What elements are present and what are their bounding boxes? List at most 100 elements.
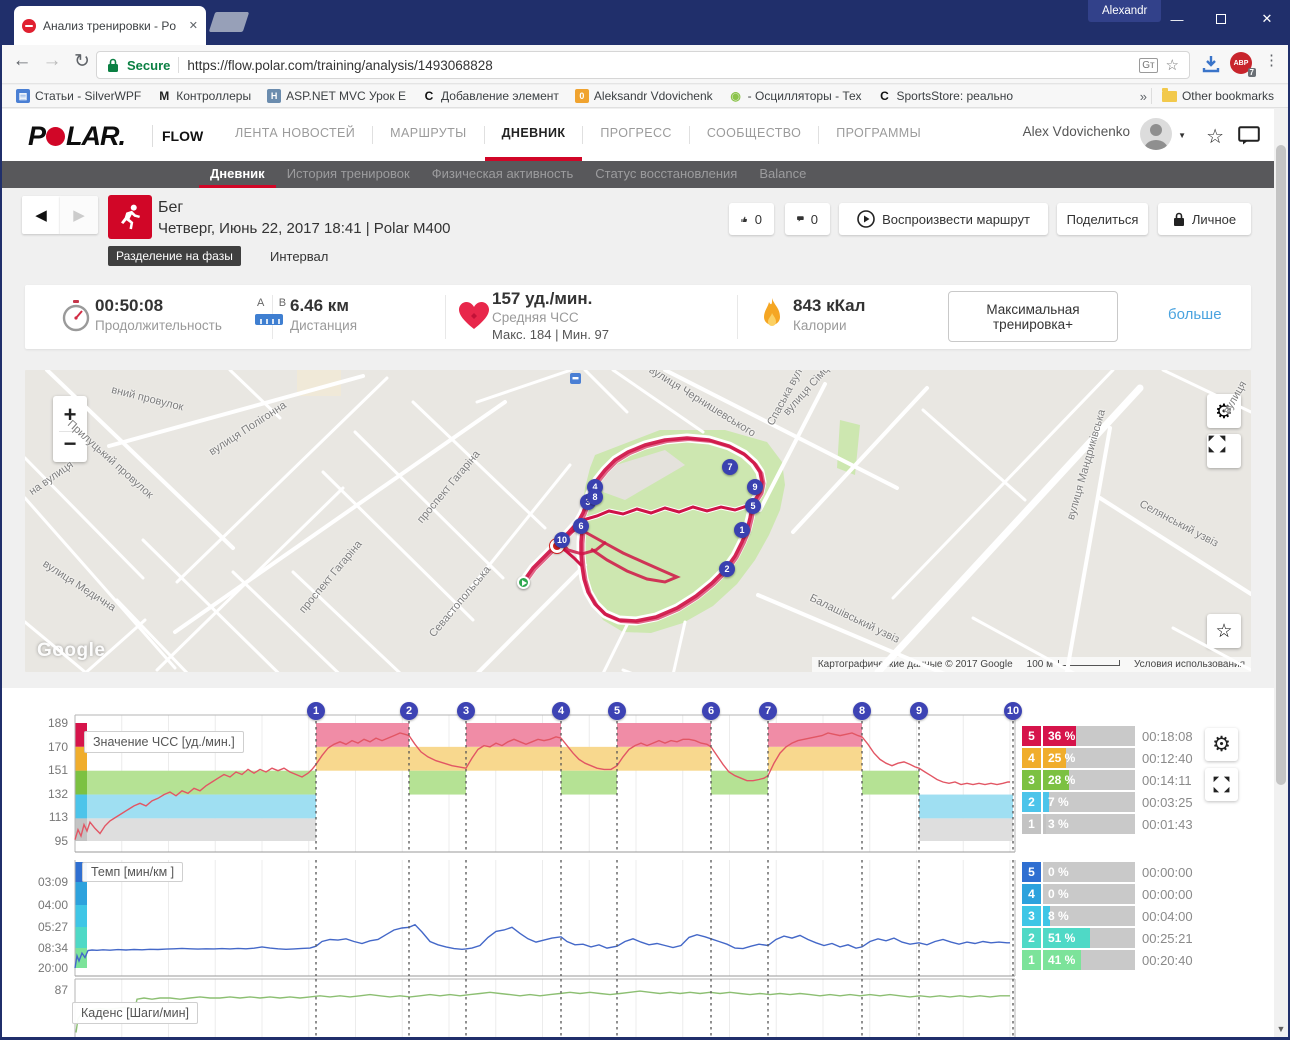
bookmark-item[interactable]: ▤ Статьи - SilverWPF <box>10 87 147 105</box>
zoom-in-button[interactable]: + <box>63 401 77 427</box>
hr-value: 157 уд./мин. <box>492 289 593 308</box>
avatar[interactable] <box>1140 118 1172 150</box>
route-map[interactable]: + − ⚙ ☆ Google Картографические данные ©… <box>25 370 1251 672</box>
more-link[interactable]: больше <box>1168 306 1222 323</box>
chrome-profile-badge[interactable]: Alexandr <box>1088 0 1162 22</box>
zone-time: 00:20:40 <box>1142 952 1193 968</box>
chrome-menu-icon[interactable]: ⋮ <box>1264 52 1279 69</box>
nav-item[interactable]: ДНЕВНИК <box>484 109 583 161</box>
forward-button[interactable]: → <box>42 50 62 71</box>
hr-ytick: 113 <box>48 810 68 824</box>
zoom-out-button[interactable]: − <box>63 430 77 456</box>
window-titlebar: Анализ тренировки - Po ✕ Alexandr — ✕ <box>0 0 1290 45</box>
polar-favicon-icon <box>22 18 36 33</box>
subnav-item[interactable]: Дневник <box>199 161 276 188</box>
address-bar[interactable]: Secure https://flow.polar.com/training/a… <box>96 51 1190 79</box>
secure-label: Secure <box>127 57 171 73</box>
zone-row: 2 51 % 00:25:21 <box>1022 928 1222 948</box>
chart-phase-marker: 7 <box>759 702 777 720</box>
map-terms-link[interactable]: Условия использования <box>1134 659 1245 670</box>
nav-item[interactable]: ПРОГРАММЫ <box>836 126 922 140</box>
translate-icon[interactable]: Gт <box>1139 57 1158 73</box>
pace-ytick: 05:27 <box>37 920 68 934</box>
user-name[interactable]: Alex Vdovichenko <box>1022 124 1130 139</box>
subnav-item[interactable]: История тренировок <box>286 165 410 181</box>
tab-close-icon[interactable]: ✕ <box>188 20 198 32</box>
replay-route-button[interactable]: Воспроизвести маршрут <box>839 203 1048 235</box>
route-phase-marker: 6 <box>573 518 589 534</box>
bookmark-item[interactable]: H ASP.NET MVC Урок Е <box>261 87 412 105</box>
nav-separator <box>582 126 584 144</box>
nav-item[interactable]: ЛЕНТА НОВОСТЕЙ <box>235 126 356 140</box>
next-session-button[interactable]: ▶ <box>60 196 98 234</box>
map-favorite-star-icon[interactable]: ☆ <box>1207 614 1241 648</box>
zone-bar-fill <box>1043 770 1069 790</box>
user-dropdown-caret-icon[interactable]: ▼ <box>1178 131 1186 140</box>
bookmark-item[interactable]: M Контроллеры <box>151 87 257 105</box>
zone-percent: 36 % <box>1048 729 1076 743</box>
route-phase-marker: 1 <box>734 522 750 538</box>
privacy-button[interactable]: Личное <box>1158 203 1251 235</box>
messages-icon[interactable] <box>1238 126 1260 150</box>
map-settings-gear-icon[interactable]: ⚙ <box>1207 394 1241 428</box>
bookmark-label: Добавление элемент <box>441 89 559 103</box>
interval-tag[interactable]: Интервал <box>270 249 329 264</box>
back-button[interactable]: ← <box>12 50 32 71</box>
map-fullscreen-icon[interactable] <box>1207 434 1241 468</box>
running-sport-icon <box>108 195 152 239</box>
minimize-button[interactable]: — <box>1170 11 1184 27</box>
session-datetime: Четверг, Июнь 22, 2017 18:41 | Polar M40… <box>158 220 451 237</box>
map-attribution: Картографические данные © 2017 Google 10… <box>811 657 1251 672</box>
map-zoom-control: + − <box>53 396 87 462</box>
training-benefit-button[interactable]: Максимальная тренировка+ <box>948 291 1118 342</box>
chart-phase-marker: 10 <box>1004 702 1022 720</box>
comment-icon <box>797 216 804 222</box>
download-icon[interactable] <box>1200 53 1222 75</box>
other-bookmarks-button[interactable]: Other bookmarks <box>1156 87 1280 105</box>
nav-item[interactable]: ПРОГРЕСС <box>600 126 672 140</box>
bookmarks-overflow-chevron[interactable]: » <box>1139 88 1147 104</box>
pace-ytick: 04:00 <box>37 898 68 912</box>
phases-tag[interactable]: Разделение на фазы <box>108 246 241 266</box>
chart-settings-gear-icon[interactable]: ⚙ <box>1205 728 1238 761</box>
chart-phase-marker: 5 <box>608 702 626 720</box>
nav-item[interactable]: МАРШРУТЫ <box>390 126 467 140</box>
bookmark-star-icon[interactable]: ☆ <box>1165 57 1179 74</box>
route-phase-marker: 8 <box>587 489 603 505</box>
favorites-star-icon[interactable]: ☆ <box>1206 126 1224 148</box>
zone-bar: 25 % <box>1043 748 1135 768</box>
bookmark-item[interactable]: ◉ - Осцилляторы - Тех <box>723 87 868 105</box>
hr-ytick: 189 <box>47 716 68 730</box>
prev-session-button[interactable]: ◀ <box>22 196 60 234</box>
route-phase-marker: 2 <box>719 561 735 577</box>
bookmark-item[interactable]: 0 Aleksandr Vdovichenk <box>569 87 719 105</box>
zone-time: 00:25:21 <box>1142 930 1193 946</box>
close-button[interactable]: ✕ <box>1261 11 1273 26</box>
subnav-item[interactable]: Физическая активность <box>431 165 574 181</box>
bookmark-item[interactable]: Ϲ SportsStore: реально <box>871 87 1019 105</box>
adblock-icon[interactable]: ABP 7 <box>1230 52 1256 77</box>
bookmark-item[interactable]: C Добавление элемент <box>416 87 565 105</box>
browser-tab[interactable]: Анализ тренировки - Po ✕ <box>14 6 206 45</box>
bookmark-label: Aleksandr Vdovichenk <box>593 89 713 103</box>
lock-icon <box>1173 212 1184 226</box>
reload-button[interactable]: ↻ <box>74 51 90 72</box>
subnav-item[interactable]: Статус восстановления <box>595 165 738 181</box>
share-button[interactable]: Поделиться <box>1057 203 1148 235</box>
like-button[interactable]: 0 <box>729 203 774 235</box>
bookmark-label: ASP.NET MVC Урок Е <box>286 89 407 103</box>
maximize-button[interactable] <box>1207 8 1235 30</box>
polar-logo[interactable]: P LAR. <box>28 121 126 151</box>
heart-icon <box>459 302 489 329</box>
subnav-item[interactable]: Balance <box>759 165 807 181</box>
comment-button[interactable]: 0 <box>785 203 830 235</box>
scrollbar-down-arrow[interactable]: ▼ <box>1276 1024 1286 1034</box>
play-icon <box>857 210 875 228</box>
scrollbar-thumb[interactable] <box>1276 145 1286 785</box>
zone-time: 00:03:25 <box>1142 794 1193 810</box>
calories-value: 843 кКал <box>793 296 866 315</box>
chart-fullscreen-icon[interactable] <box>1205 768 1238 801</box>
nav-item[interactable]: СООБЩЕСТВО <box>706 126 802 140</box>
url-text[interactable]: https://flow.polar.com/training/analysis… <box>187 57 493 73</box>
new-tab-button[interactable] <box>208 12 250 32</box>
